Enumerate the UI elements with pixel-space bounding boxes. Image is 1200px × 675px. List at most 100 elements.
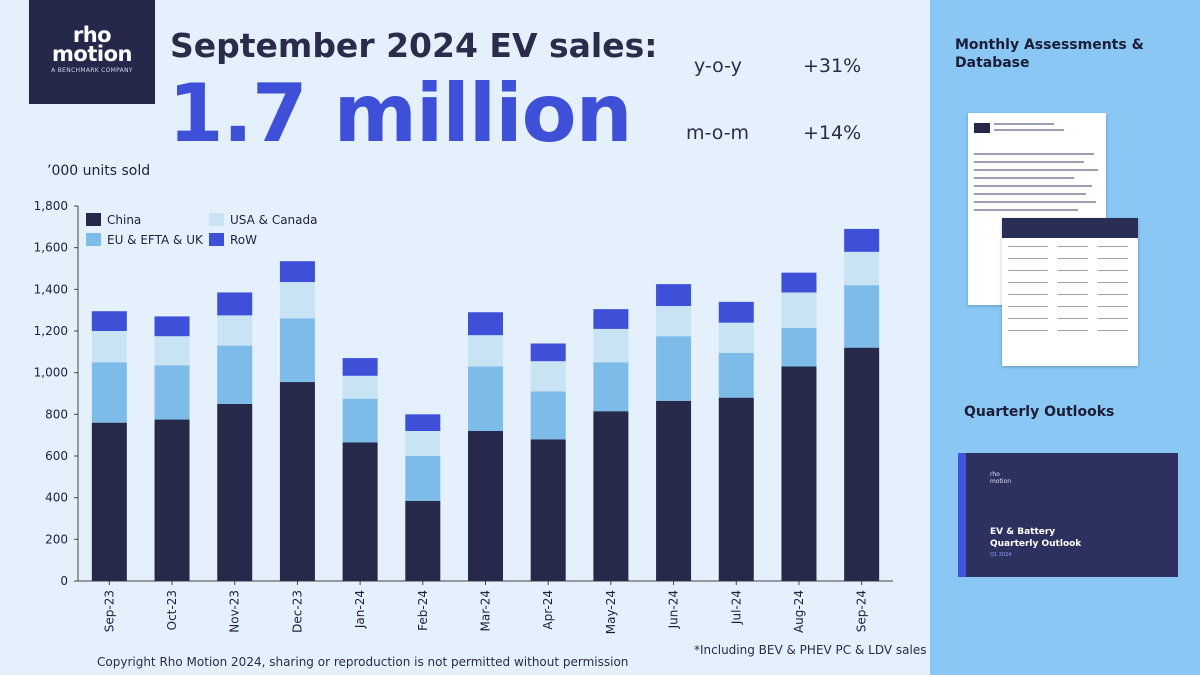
bar-segment-china bbox=[405, 500, 441, 581]
legend-label: EU & EFTA & UK bbox=[107, 233, 204, 247]
sidebar-title-monthly: Monthly Assessments & Database bbox=[955, 37, 1144, 71]
quarterly-outlook-cover[interactable]: rho motion EV & Battery Quarterly Outlook… bbox=[958, 453, 1178, 577]
bar-segment-china bbox=[656, 400, 692, 581]
units-label: ’000 units sold bbox=[47, 163, 151, 179]
x-tick-label: Sep-24 bbox=[855, 590, 869, 632]
cover-subtitle: Q1 2024 bbox=[990, 552, 1012, 558]
bar-segment-eu-efta-uk bbox=[844, 285, 880, 348]
bar-segment-eu-efta-uk bbox=[342, 398, 378, 443]
x-tick-label: May-24 bbox=[604, 590, 618, 634]
y-tick-label: 600 bbox=[45, 449, 68, 463]
logo-text-rho: rho bbox=[72, 23, 112, 47]
y-tick-label: 1,800 bbox=[34, 199, 68, 213]
bar-segment-china bbox=[468, 431, 503, 581]
bar-segment-row bbox=[718, 301, 754, 323]
bar-segment-eu-efta-uk bbox=[530, 391, 566, 440]
bar-segment-usa-canada bbox=[91, 331, 127, 363]
cover-title: EV & Battery Quarterly Outlook bbox=[990, 527, 1082, 549]
bar-segment-usa-canada bbox=[656, 306, 692, 337]
legend-swatch bbox=[86, 213, 101, 226]
bar-segment-row bbox=[656, 284, 692, 306]
legend-swatch bbox=[209, 233, 224, 246]
bar-segment-eu-efta-uk bbox=[91, 362, 127, 423]
bar-segment-row bbox=[279, 261, 315, 283]
bar-segment-china bbox=[593, 411, 629, 581]
x-tick-label: Jan-24 bbox=[353, 590, 367, 629]
bar-segment-china bbox=[342, 442, 378, 581]
bar-segment-eu-efta-uk bbox=[217, 345, 253, 404]
bar-segment-row bbox=[844, 228, 880, 252]
bar-segment-row bbox=[405, 414, 441, 431]
x-tick-label: Oct-23 bbox=[165, 590, 179, 630]
main-panel: rho motion A BENCHMARK COMPANY September… bbox=[29, 0, 927, 669]
bar-segment-china bbox=[530, 439, 566, 581]
bar-segment-usa-canada bbox=[217, 315, 253, 346]
x-tick-label: Aug-24 bbox=[792, 590, 806, 633]
bar-segment-usa-canada bbox=[530, 361, 566, 392]
legend-label: RoW bbox=[230, 233, 257, 247]
cover-accent-band bbox=[958, 453, 966, 577]
y-tick-label: 1,200 bbox=[34, 324, 68, 338]
bar-segment-row bbox=[91, 311, 127, 331]
bar-segment-china bbox=[217, 403, 253, 581]
bar-segment-china bbox=[91, 422, 127, 581]
bar-segment-usa-canada bbox=[844, 251, 880, 286]
bar-segment-china bbox=[718, 397, 754, 581]
y-tick-label: 0 bbox=[60, 574, 68, 588]
x-tick-label: Jul-24 bbox=[729, 590, 743, 625]
bar-segment-eu-efta-uk bbox=[279, 318, 315, 383]
bar-segment-usa-canada bbox=[154, 336, 190, 366]
database-thumbnail[interactable] bbox=[1002, 218, 1138, 366]
bar-segment-row bbox=[781, 272, 817, 293]
logo-text-motion: motion bbox=[52, 42, 132, 66]
bar-segment-eu-efta-uk bbox=[781, 327, 817, 367]
bar-segment-eu-efta-uk bbox=[718, 352, 754, 398]
legend-swatch bbox=[209, 213, 224, 226]
bar-segment-eu-efta-uk bbox=[656, 336, 692, 401]
bar-segment-china bbox=[844, 347, 880, 581]
bar-segment-row bbox=[593, 309, 629, 329]
bar-segment-row bbox=[468, 312, 503, 336]
bar-segment-row bbox=[154, 316, 190, 337]
y-tick-label: 400 bbox=[45, 491, 68, 505]
bar-segment-usa-canada bbox=[405, 431, 441, 456]
logo-tagline: A BENCHMARK COMPANY bbox=[51, 67, 133, 74]
bar-segment-usa-canada bbox=[468, 335, 503, 367]
y-tick-label: 800 bbox=[45, 407, 68, 421]
yoy-value: +31% bbox=[803, 55, 862, 77]
legend-label: USA & Canada bbox=[230, 213, 317, 227]
bar-segment-china bbox=[279, 382, 315, 581]
bar-segment-eu-efta-uk bbox=[593, 362, 629, 412]
yoy-label: y-o-y bbox=[694, 55, 742, 77]
x-tick-label: Dec-23 bbox=[290, 590, 304, 633]
rho-motion-logo: rho motion A BENCHMARK COMPANY bbox=[29, 0, 155, 104]
bar-segment-row bbox=[530, 343, 566, 362]
bar-segment-china bbox=[154, 419, 190, 581]
y-tick-label: 200 bbox=[45, 532, 68, 546]
footnote: *Including BEV & PHEV PC & LDV sales bbox=[694, 643, 927, 657]
bar-segment-eu-efta-uk bbox=[154, 365, 190, 420]
bar-segment-usa-canada bbox=[279, 282, 315, 319]
legend-swatch bbox=[86, 233, 101, 246]
bar-segment-row bbox=[217, 292, 253, 316]
stacked-bar-chart: 0 200 400 600 800 1,000 1,200 1,400 1,600 1,800 Se… bbox=[34, 199, 893, 634]
cover-logo: rho motion bbox=[990, 471, 1012, 485]
x-tick-label: Feb-24 bbox=[416, 590, 430, 631]
bar-segment-usa-canada bbox=[781, 292, 817, 328]
y-tick-label: 1,400 bbox=[34, 282, 68, 296]
y-tick-label: 1,000 bbox=[34, 366, 68, 380]
x-tick-label: Sep-23 bbox=[102, 590, 116, 632]
bar-segment-usa-canada bbox=[342, 375, 378, 399]
mom-label: m-o-m bbox=[686, 122, 750, 144]
headline: September 2024 EV sales: bbox=[170, 26, 658, 65]
x-tick-label: Apr-24 bbox=[541, 590, 555, 630]
x-tick-label: Mar-24 bbox=[479, 590, 493, 631]
bar-segment-eu-efta-uk bbox=[405, 456, 441, 501]
legend-label: China bbox=[107, 213, 141, 227]
bar-segment-eu-efta-uk bbox=[468, 366, 503, 431]
bar-segment-usa-canada bbox=[593, 328, 629, 363]
mom-value: +14% bbox=[803, 122, 862, 144]
copyright-note: Copyright Rho Motion 2024, sharing or re… bbox=[97, 655, 629, 669]
x-tick-label: Jun-24 bbox=[667, 590, 681, 629]
y-tick-label: 1,600 bbox=[34, 241, 68, 255]
